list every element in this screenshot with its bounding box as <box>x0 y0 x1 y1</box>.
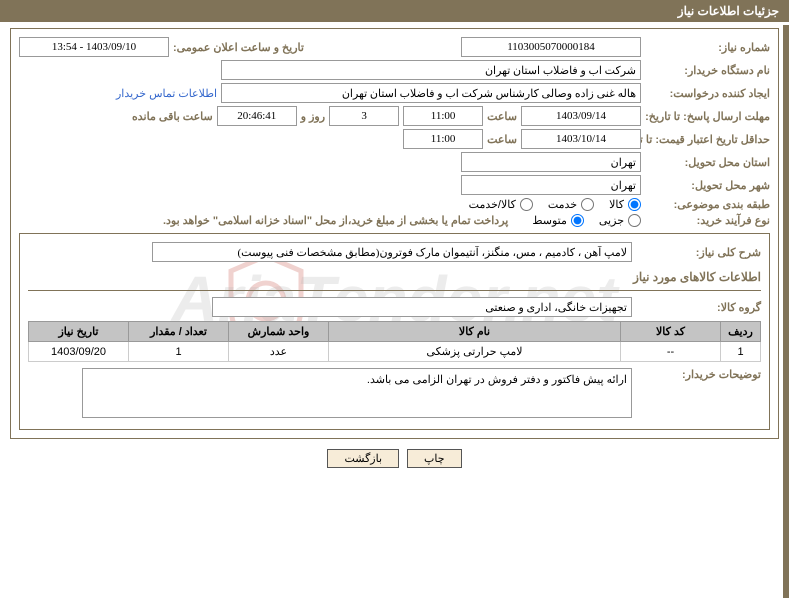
th-unit: واحد شمارش <box>229 322 329 342</box>
reply-deadline-label: مهلت ارسال پاسخ: تا تاریخ: <box>645 110 770 123</box>
price-time-label: ساعت <box>487 133 517 146</box>
td-date: 1403/09/20 <box>29 342 129 362</box>
need-no-field <box>461 37 641 57</box>
main-panel: شماره نیاز: تاریخ و ساعت اعلان عمومی: نا… <box>10 28 779 439</box>
price-time-field <box>403 129 483 149</box>
proc-type-radio-group: جزیی متوسط <box>532 214 641 227</box>
reply-days-label: روز و <box>301 110 325 123</box>
category-option-service[interactable]: خدمت <box>548 198 594 211</box>
th-qty: تعداد / مقدار <box>129 322 229 342</box>
delivery-city-label: شهر محل تحویل: <box>645 179 770 192</box>
contact-link[interactable]: اطلاعات تماس خریدار <box>116 87 217 100</box>
th-row: ردیف <box>721 322 761 342</box>
td-code: -- <box>621 342 721 362</box>
proc-option-medium[interactable]: متوسط <box>532 214 584 227</box>
price-validity-label: حداقل تاریخ اعتبار قیمت: تا تاریخ: <box>645 133 770 146</box>
goods-table: ردیف کد کالا نام کالا واحد شمارش تعداد /… <box>28 321 761 362</box>
th-date: تاریخ نیاز <box>29 322 129 342</box>
requester-field <box>221 83 641 103</box>
price-date-field <box>521 129 641 149</box>
delivery-city-field <box>461 175 641 195</box>
reply-remain-label: ساعت باقی مانده <box>132 110 213 123</box>
category-option-both[interactable]: کالا/خدمت <box>469 198 533 211</box>
page-title: جزئیات اطلاعات نیاز <box>0 0 789 22</box>
goods-group-field <box>212 297 632 317</box>
proc-note: پرداخت تمام یا بخشی از مبلغ خرید،از محل … <box>163 214 508 227</box>
announce-date-label: تاریخ و ساعت اعلان عمومی: <box>173 41 304 54</box>
reply-countdown-field <box>217 106 297 126</box>
divider <box>28 290 761 291</box>
buyer-note-box: ارائه پیش فاکتور و دفتر فروش در تهران ال… <box>82 368 632 418</box>
table-header-row: ردیف کد کالا نام کالا واحد شمارش تعداد /… <box>29 322 761 342</box>
td-row: 1 <box>721 342 761 362</box>
reply-date-field <box>521 106 641 126</box>
category-radio-1-label: خدمت <box>548 198 577 211</box>
need-desc-label: شرح کلی نیاز: <box>636 246 761 259</box>
need-desc-field <box>152 242 632 262</box>
right-border-stripe <box>783 25 789 598</box>
category-radio-2-label: کالا/خدمت <box>469 198 516 211</box>
proc-option-minor[interactable]: جزیی <box>599 214 641 227</box>
goods-info-title: اطلاعات کالاهای مورد نیاز <box>28 270 761 284</box>
buyer-note-label: توضیحات خریدار: <box>636 368 761 381</box>
need-details-box: شرح کلی نیاز: اطلاعات کالاهای مورد نیاز … <box>19 233 770 430</box>
reply-time-label: ساعت <box>487 110 517 123</box>
category-radio-0[interactable] <box>628 198 641 211</box>
reply-days-field <box>329 106 399 126</box>
th-code: کد کالا <box>621 322 721 342</box>
proc-radio-1[interactable] <box>571 214 584 227</box>
category-radio-1[interactable] <box>581 198 594 211</box>
td-qty: 1 <box>129 342 229 362</box>
proc-radio-1-label: متوسط <box>532 214 567 227</box>
print-button[interactable]: چاپ <box>407 449 462 468</box>
goods-group-label: گروه کالا: <box>636 301 761 314</box>
proc-radio-0[interactable] <box>628 214 641 227</box>
delivery-province-field <box>461 152 641 172</box>
reply-time-field <box>403 106 483 126</box>
proc-type-label: نوع فرآیند خرید: <box>645 214 770 227</box>
category-option-goods[interactable]: کالا <box>609 198 641 211</box>
category-label: طبقه بندی موضوعی: <box>645 198 770 211</box>
need-no-label: شماره نیاز: <box>645 41 770 54</box>
category-radio-2[interactable] <box>520 198 533 211</box>
category-radio-group: کالا خدمت کالا/خدمت <box>469 198 641 211</box>
buyer-org-field <box>221 60 641 80</box>
td-unit: عدد <box>229 342 329 362</box>
th-name: نام کالا <box>329 322 621 342</box>
back-button[interactable]: بازگشت <box>327 449 399 468</box>
table-row: 1 -- لامپ حرارتی پزشکی عدد 1 1403/09/20 <box>29 342 761 362</box>
button-row: چاپ بازگشت <box>0 449 789 468</box>
td-name-cell: لامپ حرارتی پزشکی <box>329 342 621 362</box>
buyer-org-label: نام دستگاه خریدار: <box>645 64 770 77</box>
delivery-province-label: استان محل تحویل: <box>645 156 770 169</box>
proc-radio-0-label: جزیی <box>599 214 624 227</box>
announce-date-field <box>19 37 169 57</box>
category-radio-0-label: کالا <box>609 198 624 211</box>
requester-label: ایجاد کننده درخواست: <box>645 87 770 100</box>
